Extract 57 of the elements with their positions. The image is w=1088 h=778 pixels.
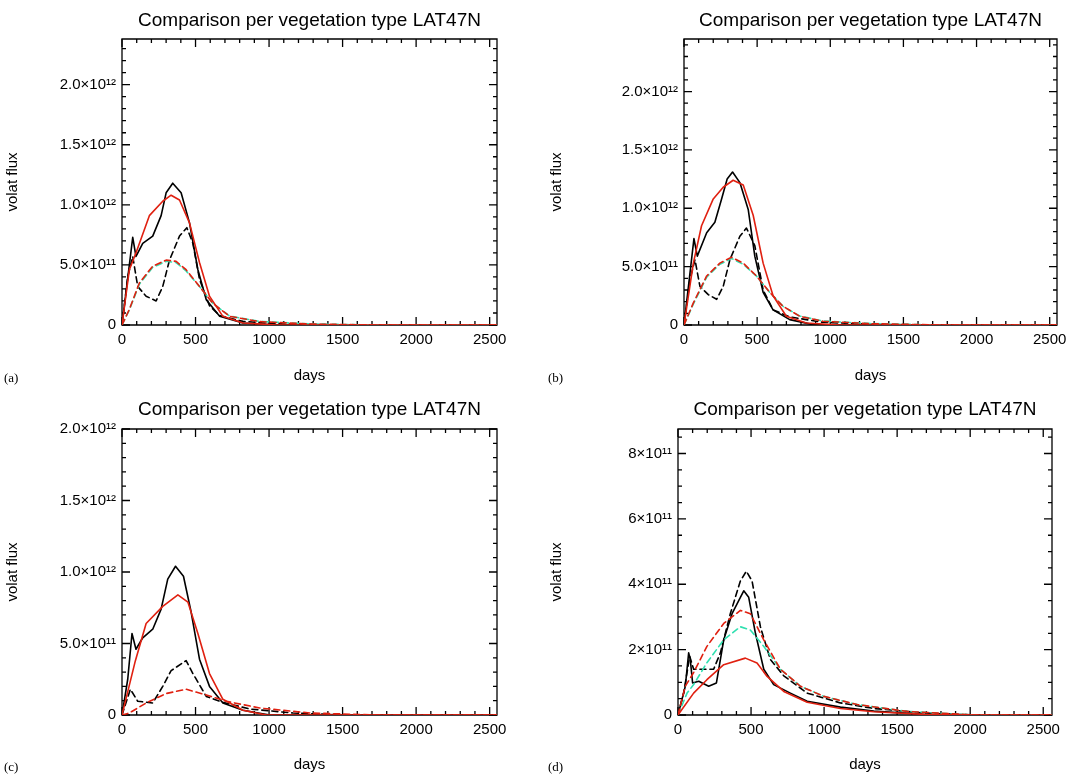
- chart-title: Comparison per vegetation type LAT47N: [699, 8, 1042, 30]
- chart-title: Comparison per vegetation type LAT47N: [693, 398, 1037, 420]
- x-axis-title: days: [293, 755, 326, 773]
- x-tick-label: 500: [738, 720, 764, 738]
- text: (c): [4, 759, 19, 774]
- y-tick-label: 1.0×10¹²: [59, 562, 116, 580]
- x-tick-label: 2000: [959, 330, 994, 348]
- y-axis-title: volat flux: [3, 541, 21, 602]
- y-tick-label: 5.0×10¹¹: [59, 255, 116, 273]
- x-tick-label: 2000: [399, 720, 433, 738]
- x-tick-label: 500: [744, 330, 770, 348]
- x-tick-label: 2500: [472, 330, 507, 348]
- x-tick-label: 0: [679, 330, 689, 348]
- x-tick-label: 500: [183, 330, 209, 348]
- y-tick-label: 2.0×10¹²: [59, 419, 116, 437]
- y-tick-label: 5.0×10¹¹: [621, 256, 678, 274]
- x-tick-label: 1000: [252, 330, 286, 348]
- y-tick-label: 0: [107, 705, 116, 723]
- y-tick-label: 5.0×10¹¹: [59, 633, 116, 651]
- x-axis-title: days: [849, 755, 881, 773]
- x-tick-label: 2500: [472, 720, 507, 738]
- y-tick-label: 0: [669, 315, 678, 333]
- y-tick-label: 1.0×10¹²: [59, 194, 116, 212]
- y-tick-label: 2×10¹¹: [628, 639, 672, 657]
- text: (b): [548, 370, 564, 385]
- y-tick-label: 0: [663, 705, 672, 723]
- y-tick-label: 1.0×10¹²: [621, 198, 678, 216]
- x-tick-label: 1000: [807, 720, 841, 738]
- y-tick-label: 1.5×10¹²: [621, 140, 678, 158]
- x-tick-label: 2000: [399, 330, 433, 348]
- x-axis-title: days: [293, 366, 326, 384]
- y-tick-label: 4×10¹¹: [628, 574, 672, 592]
- text: (a): [4, 370, 19, 385]
- y-axis-title: volat flux: [547, 541, 565, 602]
- x-tick-label: 2500: [1033, 330, 1067, 348]
- x-tick-label: 500: [183, 720, 209, 738]
- y-axis-title: volat flux: [547, 151, 565, 212]
- x-tick-label: 1500: [325, 720, 360, 738]
- x-tick-label: 1500: [325, 330, 360, 348]
- chart-title: Comparison per vegetation type LAT47N: [138, 8, 481, 30]
- chart-title: Comparison per vegetation type LAT47N: [138, 398, 481, 420]
- x-axis-title: days: [854, 366, 887, 384]
- y-tick-label: 0: [107, 315, 116, 333]
- x-tick-label: 1500: [880, 720, 914, 738]
- y-tick-label: 1.5×10¹²: [59, 134, 116, 152]
- y-axis-title: volat flux: [3, 151, 21, 212]
- y-tick-label: 8×10¹¹: [628, 443, 672, 461]
- x-tick-label: 1000: [252, 720, 286, 738]
- y-tick-label: 6×10¹¹: [628, 509, 672, 527]
- x-tick-label: 1000: [813, 330, 847, 348]
- x-tick-label: 1500: [886, 330, 921, 348]
- x-tick-label: 2000: [953, 720, 987, 738]
- text: (d): [548, 759, 564, 774]
- y-tick-label: 2.0×10¹²: [621, 81, 678, 99]
- x-tick-label: 2500: [1026, 720, 1060, 738]
- y-tick-label: 2.0×10¹²: [59, 74, 116, 92]
- y-tick-label: 1.5×10¹²: [59, 490, 116, 508]
